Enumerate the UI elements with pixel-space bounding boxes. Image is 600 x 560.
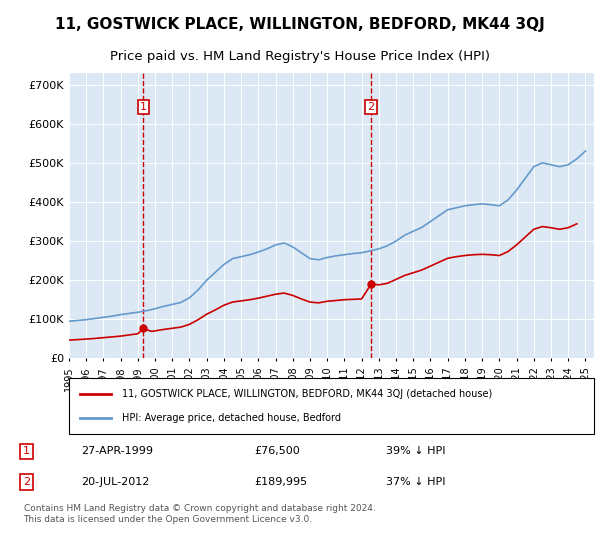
- Text: 1: 1: [23, 446, 30, 456]
- Text: 27-APR-1999: 27-APR-1999: [81, 446, 153, 456]
- Text: 37% ↓ HPI: 37% ↓ HPI: [386, 477, 446, 487]
- FancyBboxPatch shape: [69, 378, 594, 434]
- Text: 2: 2: [368, 102, 374, 112]
- Text: £189,995: £189,995: [254, 477, 307, 487]
- Text: 20-JUL-2012: 20-JUL-2012: [81, 477, 149, 487]
- Text: Contains HM Land Registry data © Crown copyright and database right 2024.
This d: Contains HM Land Registry data © Crown c…: [23, 504, 375, 524]
- Text: 11, GOSTWICK PLACE, WILLINGTON, BEDFORD, MK44 3QJ: 11, GOSTWICK PLACE, WILLINGTON, BEDFORD,…: [55, 17, 545, 32]
- Text: 39% ↓ HPI: 39% ↓ HPI: [386, 446, 446, 456]
- Text: 2: 2: [23, 477, 30, 487]
- Text: 1: 1: [140, 102, 147, 112]
- Text: 11, GOSTWICK PLACE, WILLINGTON, BEDFORD, MK44 3QJ (detached house): 11, GOSTWICK PLACE, WILLINGTON, BEDFORD,…: [121, 389, 492, 399]
- Text: HPI: Average price, detached house, Bedford: HPI: Average price, detached house, Bedf…: [121, 413, 341, 423]
- Text: £76,500: £76,500: [254, 446, 299, 456]
- Text: Price paid vs. HM Land Registry's House Price Index (HPI): Price paid vs. HM Land Registry's House …: [110, 50, 490, 63]
